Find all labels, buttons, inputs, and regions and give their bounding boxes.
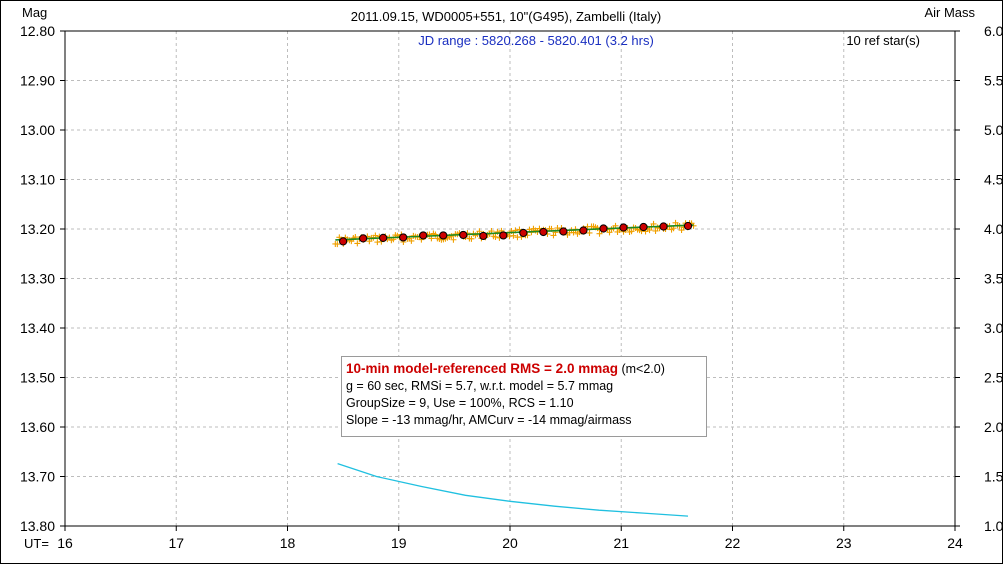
y-left-tick-label: 13.40: [20, 320, 55, 336]
x-tick-label: 22: [725, 535, 741, 551]
ticks: 16 17 18 19 20 21 22 23 24 12.80 12.90 13.00 13.10 13…: [20, 23, 1003, 551]
y-right-tick-label: 3.5: [984, 271, 1003, 287]
binned-average-point: [559, 227, 568, 236]
measurement-point: [652, 227, 659, 234]
y-left-tick-label: 13.10: [20, 172, 55, 188]
y-left-tick-label: 13.70: [20, 469, 55, 485]
jd-range-label: JD range : 5820.268 - 5820.401 (3.2 hrs): [418, 33, 654, 48]
measurement-point: [550, 232, 557, 239]
x-tick-label: 17: [168, 535, 184, 551]
stats-line-3: Slope = -13 mmag/hr, AMCurv = -14 mmag/a…: [346, 413, 632, 427]
binned-average-point: [499, 231, 508, 240]
y-right-tick-label: 5.0: [984, 122, 1003, 138]
measurement-point: [606, 229, 613, 236]
y-left-tick-label: 13.50: [20, 370, 55, 386]
binned-average-point: [539, 227, 548, 237]
y-left-tick-label: 13.20: [20, 221, 55, 237]
y-left-tick-label: 12.80: [20, 23, 55, 39]
x-tick-label: 16: [57, 535, 73, 551]
y-right-tick-label: 5.5: [984, 73, 1003, 89]
measurement-point: [334, 241, 341, 248]
binned-average-point: [659, 222, 668, 231]
measurement-point: [450, 236, 457, 243]
measurement-point: [408, 237, 415, 244]
stats-line-2: GroupSize = 9, Use = 100%, RCS = 1.10: [346, 396, 574, 410]
chart-title: 2011.09.15, WD0005+551, 10"(G495), Zambe…: [351, 9, 661, 24]
binned-average-point: [479, 231, 488, 241]
y-right-tick-label: 1.5: [984, 469, 1003, 485]
binned-average-point: [579, 226, 588, 235]
y-right-tick-label: 1.0: [984, 518, 1003, 534]
y-axis-left-label: Mag: [22, 5, 47, 20]
binned-average-point: [359, 234, 368, 243]
measurement-point: [492, 233, 499, 240]
measurement-point: [586, 229, 593, 236]
y-right-tick-label: 3.0: [984, 320, 1003, 336]
binned-average-point: [459, 230, 468, 240]
statistics-box: 10-min model-referenced RMS = 2.0 mmag (…: [341, 356, 707, 437]
binned-average-point: [639, 222, 648, 232]
y-right-tick-label: 6.0: [984, 23, 1003, 39]
rms-headline-text: 10-min model-referenced RMS = 2.0 mmag: [346, 361, 618, 376]
measurement-point: [628, 228, 635, 235]
x-tick-label: 23: [836, 535, 852, 551]
measurement-point: [646, 227, 653, 234]
y-right-tick-label: 2.0: [984, 419, 1003, 435]
airmass-curve: [337, 462, 689, 517]
y-left-tick-label: 13.00: [20, 122, 55, 138]
measurement-point: [448, 233, 455, 240]
y-left-tick-label: 13.60: [20, 419, 55, 435]
y-right-tick-label: 4.0: [984, 221, 1003, 237]
x-tick-label: 20: [502, 535, 518, 551]
x-tick-label: 18: [280, 535, 296, 551]
grid: [65, 31, 955, 526]
binned-average-point: [519, 228, 528, 238]
binned-average-point: [619, 223, 628, 232]
y-left-tick-label: 13.80: [20, 518, 55, 534]
binned-average-point: [379, 233, 388, 243]
y-left-tick-label: 12.90: [20, 73, 55, 89]
y-left-tick-label: 13.30: [20, 271, 55, 287]
x-tick-label: 21: [613, 535, 629, 551]
ref-stars-label: 10 ref star(s): [846, 33, 920, 48]
stats-line-1: g = 60 sec, RMSi = 5.7, w.r.t. model = 5…: [346, 379, 614, 393]
measurement-point: [468, 235, 475, 242]
rms-headline: 10-min model-referenced RMS = 2.0 mmag (…: [346, 360, 706, 378]
measurement-point: [354, 240, 361, 247]
x-axis-label: UT=: [24, 536, 49, 551]
measurement-point: [596, 230, 603, 237]
model-fit-line: [335, 224, 694, 241]
binned-average-point: [339, 237, 348, 246]
measurement-point: [510, 232, 517, 239]
y-axis-right-label: Air Mass: [924, 5, 975, 20]
y-right-tick-label: 4.5: [984, 172, 1003, 188]
binned-average-point: [399, 233, 408, 242]
binned-average-point: [599, 224, 608, 233]
y-right-tick-label: 2.5: [984, 370, 1003, 386]
binned-average-point: [683, 221, 693, 231]
x-tick-label: 19: [391, 535, 407, 551]
series-layer: [332, 219, 697, 517]
binned-average-point: [439, 231, 448, 240]
x-tick-label: 24: [947, 535, 963, 551]
rms-headline-note: (m<2.0): [621, 362, 665, 376]
binned-average-point: [419, 231, 428, 240]
